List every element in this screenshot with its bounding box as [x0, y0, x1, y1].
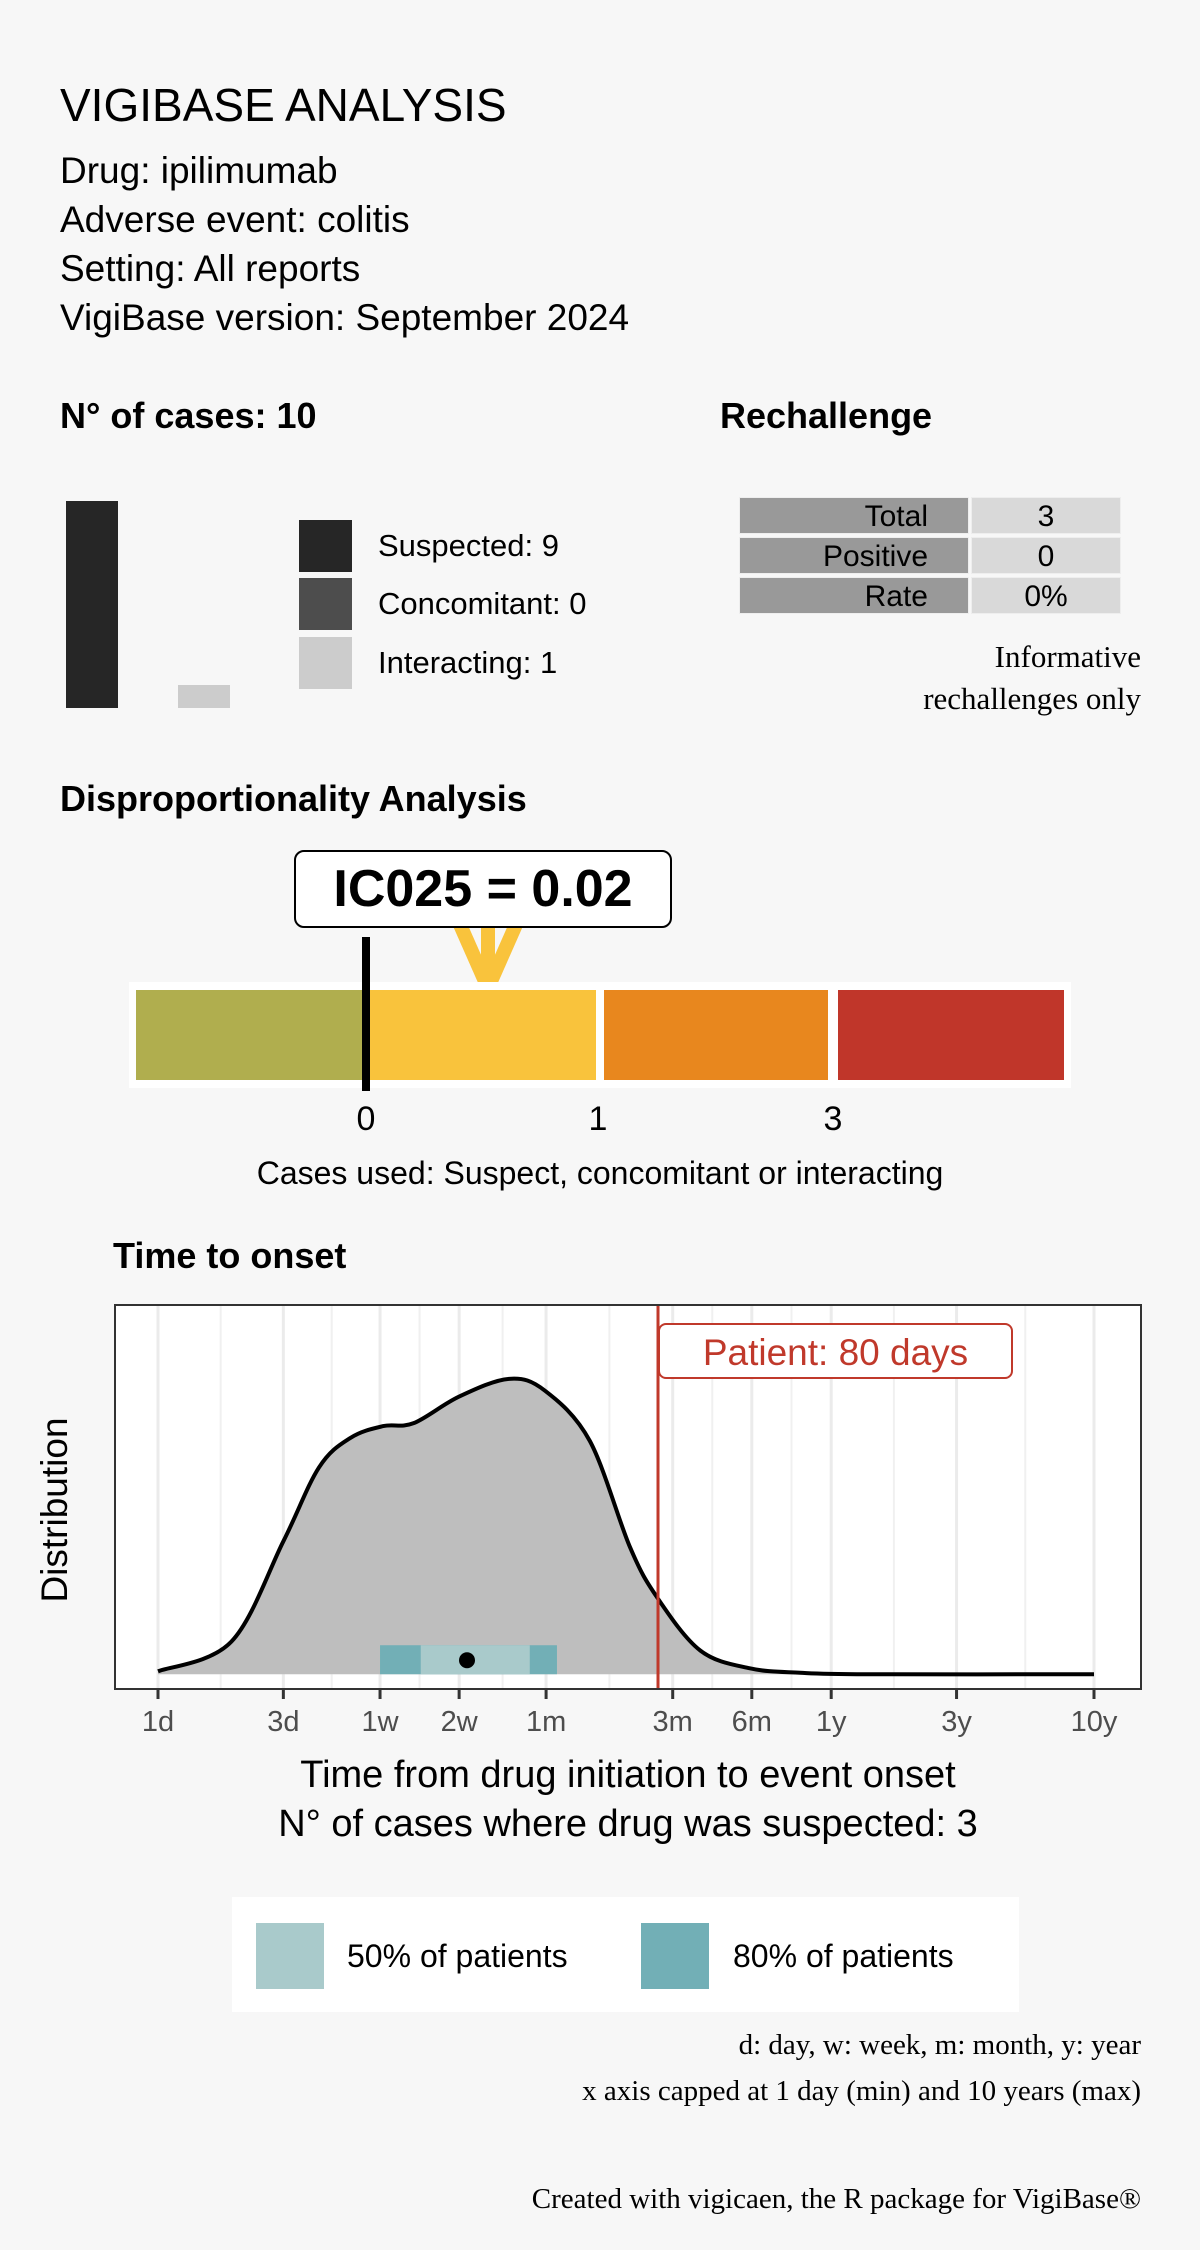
gauge-segment-below-0	[136, 990, 366, 1080]
x-axis-label: Time from drug initiation to event onset	[300, 1754, 956, 1796]
row-value: 0%	[971, 577, 1121, 614]
legend-label-50: 50% of patients	[347, 1938, 568, 1974]
ic025-label: IC025 = 0.02	[294, 850, 672, 928]
time-to-onset-title: Time to onset	[113, 1235, 347, 1276]
adverse-event-line: Adverse event: colitis	[60, 199, 410, 240]
cases-title: N° of cases: 10	[60, 395, 317, 436]
y-axis-label: Distribution	[34, 1417, 75, 1603]
cases-bar	[178, 685, 230, 708]
x-tick-label: 3y	[941, 1706, 972, 1738]
legend-swatch-50	[256, 1923, 324, 1989]
disproportionality-title: Disproportionality Analysis	[60, 778, 527, 819]
cases-bar	[66, 501, 118, 708]
x-tick-label: 3d	[267, 1706, 299, 1738]
x-tick-label: 1m	[526, 1706, 566, 1738]
plot-border	[114, 1304, 1142, 1690]
legend-label-interacting: Interacting: 1	[378, 645, 558, 680]
legend-swatch-interacting	[299, 637, 352, 689]
legend-swatch-80	[641, 1923, 709, 1989]
x-axis-sublabel: N° of cases where drug was suspected: 3	[278, 1803, 978, 1845]
row-value: 0	[971, 537, 1121, 574]
time-to-onset-chart: 1d 3d 1w 2w 1m 3m 6m 1y 3y 10y	[114, 1304, 1142, 1738]
range-50-band	[420, 1645, 530, 1675]
density-area	[158, 1378, 1094, 1675]
x-tick-label: 10y	[1071, 1706, 1118, 1738]
median-point	[458, 1652, 475, 1669]
tto-legend	[232, 1897, 1019, 2012]
x-tick-label: 1y	[816, 1706, 847, 1738]
gauge-segment-above-3	[838, 990, 1064, 1080]
footnote-abbreviations: d: day, w: week, m: month, y: year	[738, 2029, 1141, 2061]
ic-zero-marker	[362, 937, 370, 1091]
legend-label-concomitant: Concomitant: 0	[378, 586, 587, 621]
setting-line: Setting: All reports	[60, 248, 361, 289]
y-axis-label-wrap: Distribution	[0, 1320, 110, 1700]
drug-line: Drug: ipilimumab	[60, 150, 338, 191]
x-tick-label: 6m	[732, 1706, 772, 1738]
rechallenge-table: Total 3 Positive 0 Rate 0%	[739, 497, 1121, 617]
density-line	[157, 1376, 1095, 1677]
row-label: Rate	[739, 577, 969, 614]
legend-swatch-suspected	[299, 520, 352, 572]
legend-label-80: 80% of patients	[733, 1938, 954, 1974]
gauge-threshold-0: 0	[356, 1100, 376, 1138]
rechallenge-title: Rechallenge	[720, 395, 933, 436]
version-line: VigiBase version: September 2024	[60, 297, 630, 338]
patient-label: Patient: 80 days	[658, 1323, 1013, 1379]
rechallenge-row-total: Total 3	[739, 497, 1121, 534]
rechallenge-note-line1: Informative	[994, 639, 1141, 674]
footnote-axis-cap: x axis capped at 1 day (min) and 10 year…	[582, 2075, 1141, 2107]
legend-label-suspected: Suspected: 9	[378, 528, 559, 563]
credit: Created with vigicaen, the R package for…	[531, 2183, 1141, 2215]
gauge-threshold-3: 3	[823, 1100, 843, 1138]
row-label: Total	[739, 497, 969, 534]
x-tick-label: 2w	[441, 1706, 479, 1738]
gauge-segment-1-3	[604, 990, 828, 1080]
x-tick-label: 3m	[653, 1706, 693, 1738]
x-tick-label: 1d	[142, 1706, 174, 1738]
legend-swatch-concomitant	[299, 578, 352, 630]
rechallenge-row-positive: Positive 0	[739, 537, 1121, 574]
rechallenge-row-rate: Rate 0%	[739, 577, 1121, 614]
cases-used-note: Cases used: Suspect, concomitant or inte…	[256, 1155, 944, 1191]
row-label: Positive	[739, 537, 969, 574]
row-value: 3	[971, 497, 1121, 534]
x-tick-label: 1w	[361, 1706, 399, 1738]
ic-arrow-icon	[451, 917, 525, 991]
report-title: VIGIBASE ANALYSIS	[60, 79, 507, 131]
gauge-segment-0-1	[366, 990, 596, 1080]
gauge-threshold-1: 1	[588, 1100, 608, 1138]
rechallenge-note-line2: rechallenges only	[923, 681, 1141, 716]
